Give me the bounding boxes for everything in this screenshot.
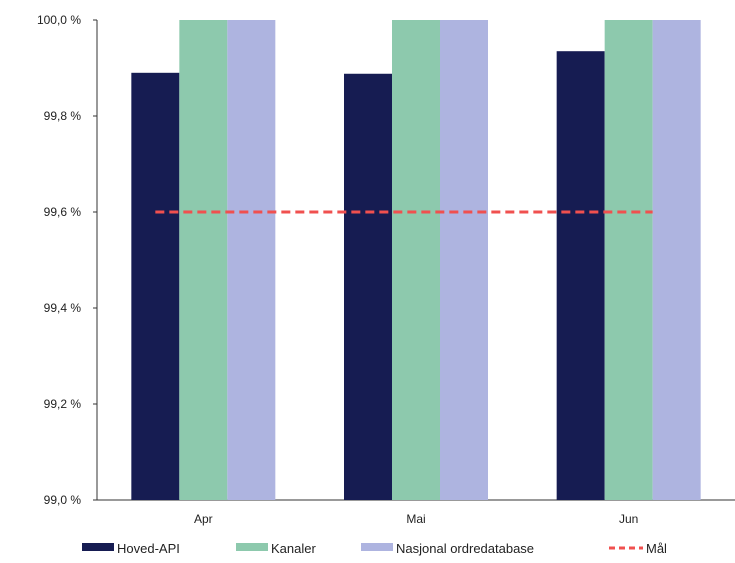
- bar-nasjonal-ordredatabase-mai: [440, 20, 488, 500]
- legend: Hoved-API Kanaler Nasjonal ordredatabase Må…: [82, 541, 667, 556]
- y-tick-label: 100,0 %: [37, 13, 81, 27]
- y-tick-label: 99,8 %: [44, 109, 82, 123]
- bar-hoved-api-apr: [131, 72, 180, 501]
- legend-item: Mål: [609, 541, 667, 556]
- bar-hoved-api-mai: [344, 73, 392, 500]
- legend-label: Mål: [646, 541, 667, 556]
- y-tick-label: 99,4 %: [44, 301, 82, 315]
- legend-swatch: [82, 543, 114, 551]
- legend-swatch: [361, 543, 393, 551]
- bar-kanaler-jun: [604, 20, 653, 500]
- x-tick-label: Apr: [194, 512, 213, 526]
- y-tick-label: 99,2 %: [44, 397, 82, 411]
- bars-group: [131, 20, 701, 501]
- x-tick-label: Mai: [406, 512, 425, 526]
- y-tick-label: 99,0 %: [44, 493, 82, 507]
- legend-item: Kanaler: [236, 541, 316, 556]
- bar-nasjonal-ordredatabase-apr: [227, 20, 276, 500]
- legend-label: Hoved-API: [117, 541, 180, 556]
- legend-label: Kanaler: [271, 541, 316, 556]
- legend-label: Nasjonal ordredatabase: [396, 541, 534, 556]
- bar-nasjonal-ordredatabase-jun: [652, 20, 701, 500]
- x-axis-ticks: Apr Mai Jun: [194, 512, 638, 526]
- bar-kanaler-apr: [179, 20, 228, 500]
- y-tick-label: 99,6 %: [44, 205, 82, 219]
- bar-kanaler-mai: [392, 20, 440, 500]
- bar-hoved-api-jun: [556, 51, 605, 500]
- y-axis-ticks: 99,0 % 99,2 % 99,4 % 99,6 % 99,8 % 100,0 %: [37, 13, 97, 507]
- legend-item: Nasjonal ordredatabase: [361, 541, 534, 556]
- x-tick-label: Jun: [619, 512, 638, 526]
- legend-item: Hoved-API: [82, 541, 180, 556]
- legend-swatch: [236, 543, 268, 551]
